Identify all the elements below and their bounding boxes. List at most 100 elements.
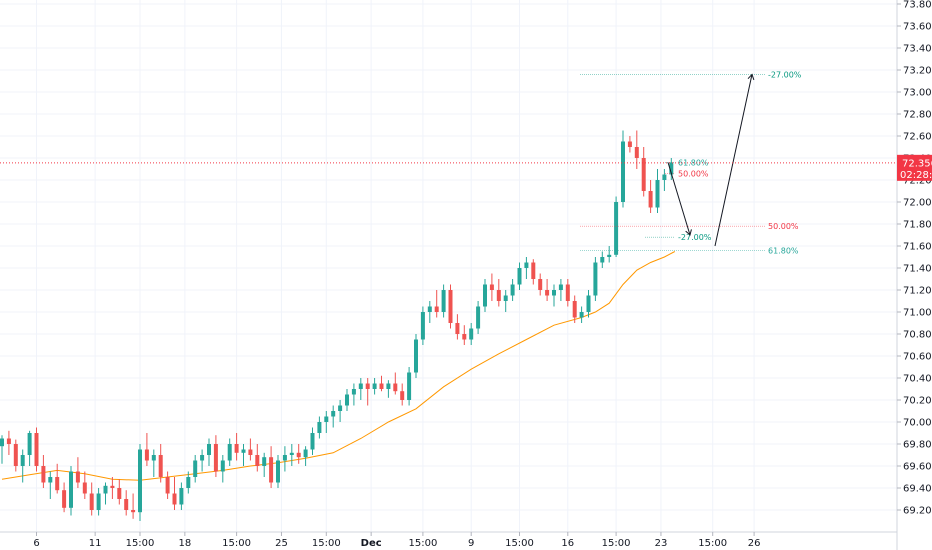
candle-body xyxy=(220,460,225,472)
candle-body xyxy=(234,444,239,453)
candle-body xyxy=(441,290,446,312)
candle-body xyxy=(179,488,184,505)
candle-body xyxy=(124,499,129,510)
candle-body xyxy=(255,455,260,466)
candle-body xyxy=(379,383,384,389)
fib-level-label: 50.00% xyxy=(678,169,709,178)
time-tick-label: 16 xyxy=(561,538,574,549)
time-tick-label: 11 xyxy=(89,538,102,549)
candle-body xyxy=(641,158,646,191)
time-tick-label: 15:00 xyxy=(698,538,727,549)
price-tick-label: 69.200 xyxy=(903,506,932,517)
candle-body xyxy=(110,485,115,488)
price-tick-label: 70.600 xyxy=(903,352,932,363)
candle-body xyxy=(572,301,577,318)
candle-body xyxy=(262,457,267,466)
price-tick-label: 72.600 xyxy=(903,132,932,143)
candle-body xyxy=(552,290,556,296)
candle-body xyxy=(600,257,605,263)
candle-body xyxy=(407,372,412,400)
candle-body xyxy=(538,279,543,290)
candle-body xyxy=(96,493,101,510)
candle-body xyxy=(462,334,467,340)
moving-average xyxy=(1,251,676,481)
last-price-badge xyxy=(897,154,932,181)
price-tick-label: 69.600 xyxy=(903,462,932,473)
ma-line xyxy=(1,251,676,481)
candle-body xyxy=(117,488,122,499)
candle-body xyxy=(248,449,253,455)
price-tick-label: 69.800 xyxy=(903,440,932,451)
candle-body xyxy=(455,323,460,334)
candle-body xyxy=(62,490,67,508)
time-tick-label: 15:00 xyxy=(222,538,251,549)
candle-body xyxy=(476,306,481,329)
price-tick-label: 73.600 xyxy=(903,22,932,33)
price-tick-label: 71.600 xyxy=(903,242,932,253)
candle-body xyxy=(227,444,232,461)
candle-body xyxy=(241,449,246,453)
candle-body xyxy=(269,457,274,483)
price-tick-label: 72.200 xyxy=(903,176,932,187)
fib-level-label: 50.00% xyxy=(768,222,799,231)
candle-body xyxy=(621,141,625,202)
candle-body xyxy=(393,383,398,392)
bar-countdown: 02:28:17 xyxy=(900,170,932,181)
last-price-marker: 72.35602:28:17 xyxy=(0,154,932,181)
price-tick-label: 72.000 xyxy=(903,198,932,209)
candle-body xyxy=(82,482,87,494)
candle-body xyxy=(20,455,25,466)
price-tick-label: 70.200 xyxy=(903,396,932,407)
time-tick-label: 15:00 xyxy=(505,538,534,549)
candle-body xyxy=(386,383,391,389)
candle-body xyxy=(503,295,508,301)
fib-level-label: -27.00% xyxy=(768,70,802,79)
candle-body xyxy=(317,422,322,433)
projection-arrow-head xyxy=(747,73,755,81)
price-tick-label: 69.400 xyxy=(903,484,932,495)
candle-body xyxy=(669,162,674,175)
time-tick-label: 9 xyxy=(468,538,474,549)
time-tick-label: 18 xyxy=(178,538,191,549)
candle-body xyxy=(324,416,329,422)
time-tick-label: 15:00 xyxy=(126,538,155,549)
price-tick-label: 70.400 xyxy=(903,374,932,385)
candle-body xyxy=(351,389,356,395)
candle-body xyxy=(372,383,377,389)
candle-body xyxy=(338,405,343,411)
time-tick-label: Dec xyxy=(361,538,382,549)
time-tick-label: 15:00 xyxy=(602,538,631,549)
candle-body xyxy=(13,444,18,466)
candles xyxy=(0,130,674,521)
time-tick-label: 25 xyxy=(275,538,288,549)
candle-body xyxy=(586,295,591,312)
candle-body xyxy=(48,477,53,483)
projection-arrows xyxy=(667,73,755,247)
price-axis[interactable]: 69.200 69.400 69.600 69.800 70.000 70.200 70.4… xyxy=(896,0,932,550)
candle-body xyxy=(427,306,432,312)
candle-body xyxy=(131,510,136,513)
candle-body xyxy=(648,191,653,208)
candle-body xyxy=(593,262,598,296)
price-tick-label: 73.200 xyxy=(903,66,932,77)
price-tick-label: 71.400 xyxy=(903,264,932,275)
price-tick-label: 71.800 xyxy=(903,220,932,231)
price-tick-label: 71.200 xyxy=(903,286,932,297)
candle-body xyxy=(55,477,60,491)
price-tick-label: 70.000 xyxy=(903,418,932,429)
candle-body xyxy=(496,290,501,301)
candle-body xyxy=(545,290,550,296)
candle-body xyxy=(89,493,94,510)
price-tick-label: 72.800 xyxy=(903,110,932,121)
time-tick-label: 26 xyxy=(748,538,761,549)
projection-arrow-line xyxy=(667,162,691,236)
candle-body xyxy=(331,411,336,417)
candle-body xyxy=(193,460,198,477)
candle-body xyxy=(524,262,529,268)
candle-body xyxy=(172,493,177,505)
time-axis[interactable]: 6 11 15:00 18 15:00 25 15:00 Dec 15:00 9 15:00 16 15… xyxy=(0,531,897,549)
candle-body xyxy=(75,471,80,483)
price-tick-label: 73.800 xyxy=(903,0,932,11)
candle-body xyxy=(151,455,156,461)
